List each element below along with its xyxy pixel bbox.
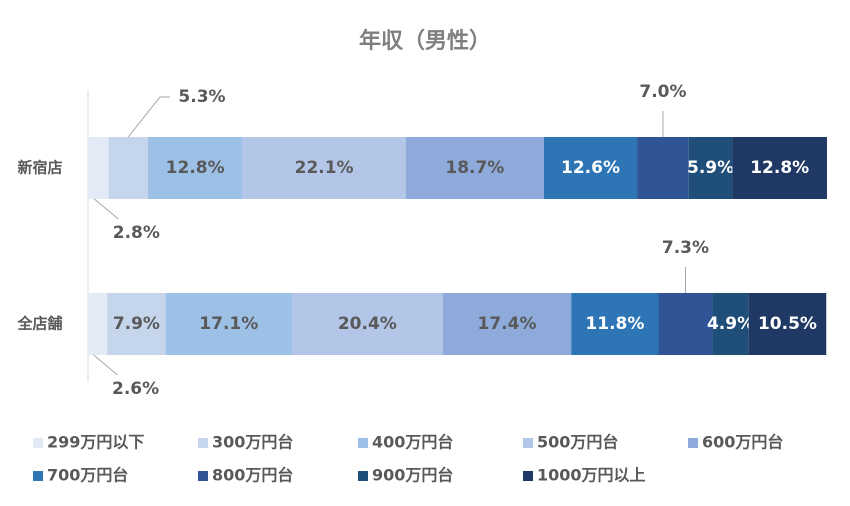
data-label: 12.8% (750, 158, 809, 178)
data-label: 7.3% (662, 238, 709, 258)
data-label: 20.4% (338, 314, 397, 334)
leader-line (127, 96, 170, 138)
bar-segment (147, 137, 243, 199)
bar-segment (88, 137, 109, 199)
y-tick-label: 全店舗 (16, 315, 62, 333)
data-label: 12.8% (166, 158, 225, 178)
legend-label: 800万円台 (212, 466, 293, 485)
bar-segment (571, 293, 659, 355)
bar-segment (688, 137, 733, 199)
legend-label: 700万円台 (47, 466, 128, 485)
data-label: 17.4% (478, 314, 537, 334)
legend-swatch (358, 471, 368, 481)
data-label: 10.5% (758, 314, 817, 334)
y-tick-label: 新宿店 (17, 159, 62, 177)
bar-segment (732, 137, 827, 199)
bar-segment (712, 293, 749, 355)
bar-segment (165, 293, 292, 355)
data-label: 7.9% (113, 314, 160, 334)
bar-segment (637, 137, 689, 199)
legend-swatch (198, 438, 208, 448)
bar-segment (108, 137, 148, 199)
bar-segment (405, 137, 544, 199)
bar-segment (242, 137, 406, 199)
legend-label: 600万円台 (702, 433, 783, 452)
data-label: 18.7% (445, 158, 504, 178)
data-label: 2.6% (112, 379, 159, 399)
bar-segment (442, 293, 572, 355)
legend-label: 400万円台 (372, 433, 453, 452)
legend-label: 900万円台 (372, 466, 453, 485)
data-label: 12.6% (561, 158, 620, 178)
bar-segment (748, 293, 827, 355)
bar-segment (88, 293, 108, 355)
legend-swatch (33, 438, 43, 448)
data-label: 4.9% (707, 314, 754, 334)
legend-label: 1000万円以上 (537, 466, 646, 485)
data-label: 17.1% (199, 314, 258, 334)
bar-segment (543, 137, 638, 199)
legend-swatch (523, 471, 533, 481)
legend-swatch (33, 471, 43, 481)
legend-label: 300万円台 (212, 433, 293, 452)
data-label: 22.1% (295, 158, 354, 178)
legend-swatch (358, 438, 368, 448)
bar-segment (658, 293, 713, 355)
legend-swatch (198, 471, 208, 481)
bar-segment (291, 293, 443, 355)
legend-swatch (523, 438, 533, 448)
data-label: 5.9% (687, 158, 734, 178)
data-label: 7.0% (639, 82, 686, 102)
leader-line (94, 198, 119, 220)
bar-segment (107, 293, 166, 355)
leader-line (93, 354, 118, 376)
data-label: 11.8% (585, 314, 644, 334)
data-label: 2.8% (113, 223, 160, 243)
legend-swatch (688, 438, 698, 448)
data-label: 5.3% (178, 87, 225, 107)
chart-title: 年収（男性） (359, 28, 491, 54)
legend-label: 500万円台 (537, 433, 618, 452)
legend-label: 299万円以下 (47, 433, 144, 452)
